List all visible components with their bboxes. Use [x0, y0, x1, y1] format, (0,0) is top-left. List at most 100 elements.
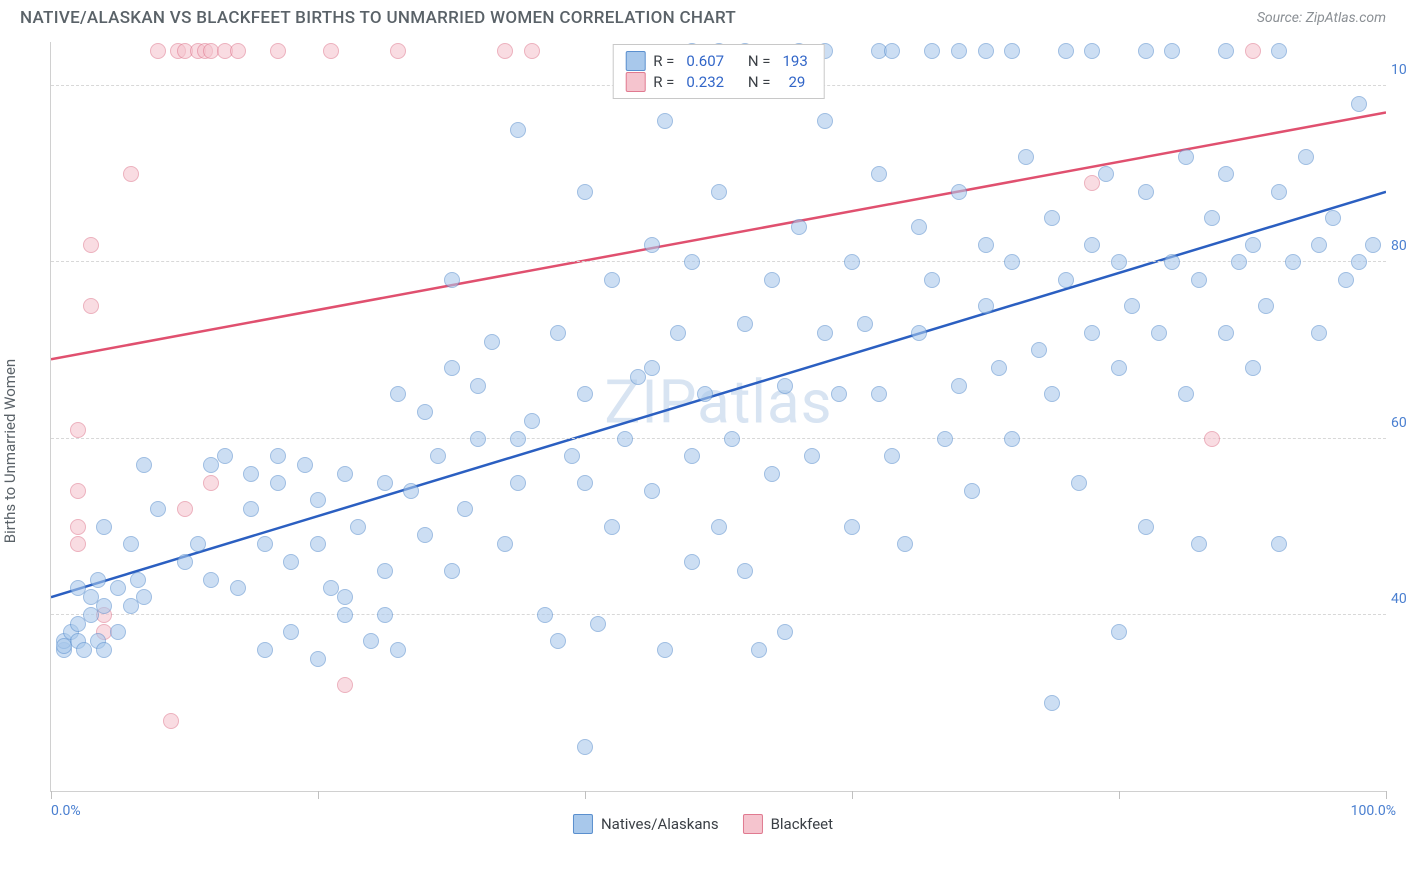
data-point-natives [991, 360, 1007, 376]
data-point-natives [417, 404, 433, 420]
data-point-natives [310, 536, 326, 552]
data-point-natives [604, 519, 620, 535]
data-point-natives [337, 589, 353, 605]
gridline [51, 261, 1386, 262]
data-point-natives [257, 536, 273, 552]
legend-n-label: N = [748, 73, 771, 91]
data-point-natives [497, 536, 513, 552]
data-point-natives [764, 466, 780, 482]
data-point-natives [297, 457, 313, 473]
data-point-natives [130, 572, 146, 588]
y-tick-label: 60.0% [1391, 415, 1406, 431]
data-point-natives [337, 466, 353, 482]
x-tick-label: 0.0% [51, 803, 81, 819]
data-point-natives [1285, 254, 1301, 270]
data-point-natives [804, 448, 820, 464]
data-point-natives [657, 113, 673, 129]
swatch-natives-icon [625, 51, 645, 71]
data-point-natives [1111, 254, 1127, 270]
data-point-natives [390, 642, 406, 658]
data-point-natives [177, 554, 193, 570]
data-point-natives [1218, 166, 1234, 182]
data-point-natives [90, 572, 106, 588]
data-point-natives [1271, 43, 1287, 59]
data-point-natives [1004, 43, 1020, 59]
data-point-blackfeet [390, 43, 406, 59]
data-point-natives [764, 272, 780, 288]
header: NATIVE/ALASKAN VS BLACKFEET BIRTHS TO UN… [0, 0, 1406, 32]
data-point-natives [310, 651, 326, 667]
data-point-natives [897, 536, 913, 552]
data-point-natives [1298, 149, 1314, 165]
data-point-natives [844, 519, 860, 535]
data-point-natives [257, 642, 273, 658]
data-point-natives [510, 475, 526, 491]
data-point-natives [1218, 325, 1234, 341]
y-tick-label: 80.0% [1391, 238, 1406, 254]
data-point-natives [270, 475, 286, 491]
legend-n-value: 29 [782, 73, 805, 91]
data-point-natives [243, 501, 259, 517]
data-point-natives [1138, 43, 1154, 59]
data-point-natives [1271, 536, 1287, 552]
data-point-natives [470, 378, 486, 394]
data-point-natives [444, 360, 460, 376]
data-point-natives [550, 633, 566, 649]
data-point-natives [350, 519, 366, 535]
data-point-natives [724, 431, 740, 447]
data-point-blackfeet [163, 713, 179, 729]
data-point-natives [1084, 325, 1100, 341]
data-point-natives [484, 334, 500, 350]
data-point-natives [230, 580, 246, 596]
data-point-natives [550, 325, 566, 341]
data-point-natives [1044, 695, 1060, 711]
data-point-natives [243, 466, 259, 482]
data-point-natives [1178, 386, 1194, 402]
swatch-blackfeet-icon [625, 72, 645, 92]
x-tick [51, 791, 52, 799]
data-point-blackfeet [70, 422, 86, 438]
data-point-natives [777, 378, 793, 394]
data-point-natives [1338, 272, 1354, 288]
legend-item-blackfeet: Blackfeet [743, 814, 833, 834]
data-point-natives [1231, 254, 1247, 270]
data-point-natives [604, 272, 620, 288]
data-point-blackfeet [497, 43, 513, 59]
data-point-natives [1084, 237, 1100, 253]
data-point-natives [978, 237, 994, 253]
data-point-natives [857, 316, 873, 332]
series-legend: Natives/Alaskans Blackfeet [573, 814, 833, 834]
data-point-natives [70, 616, 86, 632]
data-point-natives [670, 325, 686, 341]
data-point-natives [377, 475, 393, 491]
x-tick [1119, 791, 1120, 799]
data-point-natives [964, 483, 980, 499]
x-tick [585, 791, 586, 799]
data-point-natives [590, 616, 606, 632]
data-point-natives [817, 113, 833, 129]
data-point-natives [737, 316, 753, 332]
gridline [51, 614, 1386, 615]
swatch-natives-icon [573, 814, 593, 834]
data-point-natives [911, 325, 927, 341]
data-point-blackfeet [1204, 431, 1220, 447]
chart-container: Births to Unmarried Women ZIPatlas R = 0… [0, 32, 1406, 852]
data-point-blackfeet [70, 536, 86, 552]
data-point-natives [1245, 360, 1261, 376]
data-point-natives [1191, 536, 1207, 552]
y-axis-label: Births to Unmarried Women [1, 359, 19, 543]
data-point-natives [444, 272, 460, 288]
data-point-natives [1191, 272, 1207, 288]
data-point-natives [150, 501, 166, 517]
y-tick-label: 40.0% [1391, 591, 1406, 607]
data-point-natives [1071, 475, 1087, 491]
legend-label: Blackfeet [771, 815, 833, 833]
data-point-natives [444, 563, 460, 579]
data-point-natives [1138, 519, 1154, 535]
data-point-natives [1018, 149, 1034, 165]
legend-item-natives: Natives/Alaskans [573, 814, 719, 834]
data-point-natives [1365, 237, 1381, 253]
data-point-natives [403, 483, 419, 499]
data-point-natives [1084, 43, 1100, 59]
legend-r-value: 0.232 [686, 73, 724, 91]
